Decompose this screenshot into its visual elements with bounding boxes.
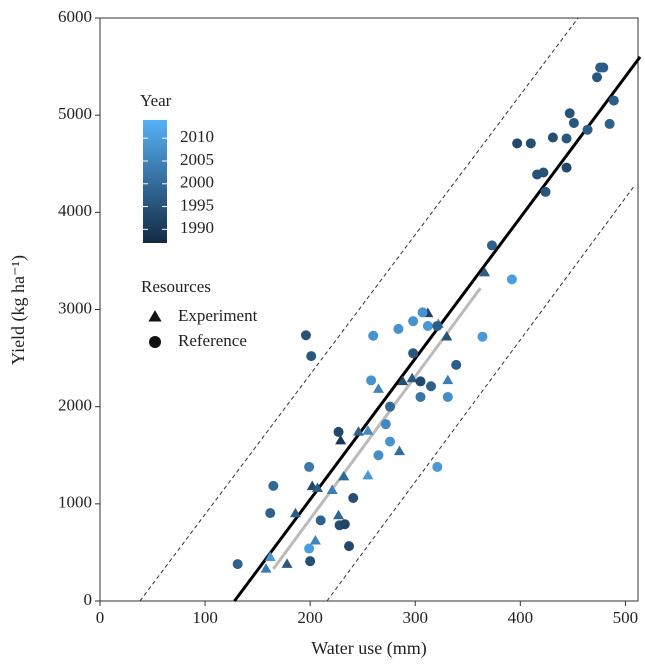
point bbox=[582, 124, 593, 135]
point bbox=[397, 375, 409, 386]
point bbox=[486, 240, 497, 251]
point bbox=[385, 436, 396, 447]
point bbox=[372, 383, 384, 393]
point bbox=[312, 482, 324, 493]
point bbox=[432, 461, 443, 472]
point bbox=[338, 470, 350, 481]
y-tick-label: 0 bbox=[84, 590, 93, 609]
fit-line bbox=[139, 17, 579, 602]
point bbox=[592, 72, 603, 83]
point bbox=[417, 307, 428, 318]
x-axis-label: Water use (mm) bbox=[311, 638, 427, 659]
point bbox=[362, 469, 374, 480]
y-tick-label: 2000 bbox=[58, 396, 92, 415]
point bbox=[306, 351, 317, 362]
point bbox=[598, 62, 609, 73]
x-tick-label: 200 bbox=[297, 608, 323, 627]
point bbox=[264, 551, 276, 562]
fit-line bbox=[326, 184, 636, 602]
point bbox=[344, 541, 355, 552]
point bbox=[305, 556, 316, 567]
colorbar-tick-label: 2010 bbox=[180, 127, 214, 146]
legend-label: Experiment bbox=[178, 306, 258, 325]
point bbox=[406, 372, 418, 383]
point bbox=[415, 376, 426, 387]
point bbox=[393, 445, 405, 456]
point bbox=[309, 535, 321, 545]
y-tick-label: 3000 bbox=[58, 298, 92, 317]
point bbox=[333, 509, 345, 520]
point bbox=[408, 348, 419, 359]
colorbar bbox=[143, 120, 167, 243]
point bbox=[368, 330, 379, 341]
point bbox=[289, 507, 301, 518]
colorbar-tick-label: 2000 bbox=[180, 173, 214, 192]
point bbox=[547, 132, 558, 143]
colorbar-tick-label: 2005 bbox=[180, 150, 214, 169]
point bbox=[300, 330, 311, 341]
point bbox=[304, 461, 315, 472]
point bbox=[442, 374, 454, 385]
point bbox=[442, 391, 453, 402]
point bbox=[352, 426, 364, 436]
point bbox=[339, 519, 350, 530]
legend-symbol bbox=[148, 310, 162, 322]
point bbox=[432, 321, 443, 332]
point bbox=[348, 493, 359, 504]
legend-symbol bbox=[149, 336, 161, 348]
x-tick-label: 0 bbox=[96, 608, 105, 627]
y-tick-label: 6000 bbox=[58, 7, 92, 26]
point bbox=[422, 321, 433, 332]
y-axis-label: Yield (kg ha⁻¹) bbox=[8, 255, 29, 365]
point bbox=[540, 186, 551, 197]
x-tick-label: 500 bbox=[613, 608, 639, 627]
point bbox=[385, 401, 396, 412]
point bbox=[561, 162, 572, 173]
x-tick-label: 100 bbox=[192, 608, 218, 627]
point bbox=[268, 480, 279, 491]
point bbox=[393, 323, 404, 334]
point bbox=[604, 118, 615, 129]
point bbox=[561, 133, 572, 144]
point bbox=[326, 484, 338, 494]
y-tick-label: 5000 bbox=[58, 104, 92, 123]
fit-line bbox=[272, 287, 482, 570]
point bbox=[479, 266, 491, 277]
point bbox=[415, 391, 426, 402]
point bbox=[260, 563, 272, 573]
point bbox=[408, 316, 419, 327]
point bbox=[425, 381, 436, 392]
y-tick-label: 4000 bbox=[58, 201, 92, 220]
point bbox=[451, 359, 462, 370]
point bbox=[512, 138, 523, 149]
point bbox=[477, 331, 488, 342]
point bbox=[506, 274, 517, 285]
point bbox=[304, 543, 315, 554]
point bbox=[362, 425, 374, 435]
point bbox=[373, 450, 384, 461]
point bbox=[568, 117, 579, 128]
point bbox=[441, 330, 453, 341]
point bbox=[366, 375, 377, 386]
point bbox=[564, 108, 575, 119]
point bbox=[380, 419, 391, 430]
point bbox=[232, 559, 243, 570]
legend-title: Resources bbox=[141, 277, 211, 296]
point bbox=[335, 434, 347, 445]
point bbox=[525, 138, 536, 149]
point bbox=[315, 515, 326, 526]
point bbox=[265, 508, 276, 519]
x-tick-label: 300 bbox=[402, 608, 428, 627]
color-legend-title: Year bbox=[140, 91, 172, 110]
point bbox=[333, 426, 344, 437]
colorbar-tick-label: 1995 bbox=[180, 195, 214, 214]
x-tick-label: 400 bbox=[508, 608, 534, 627]
point bbox=[608, 95, 619, 106]
point bbox=[538, 167, 549, 178]
colorbar-tick-label: 1990 bbox=[180, 218, 214, 237]
point bbox=[281, 558, 293, 568]
legend-label: Reference bbox=[178, 331, 247, 350]
y-tick-label: 1000 bbox=[58, 493, 92, 512]
